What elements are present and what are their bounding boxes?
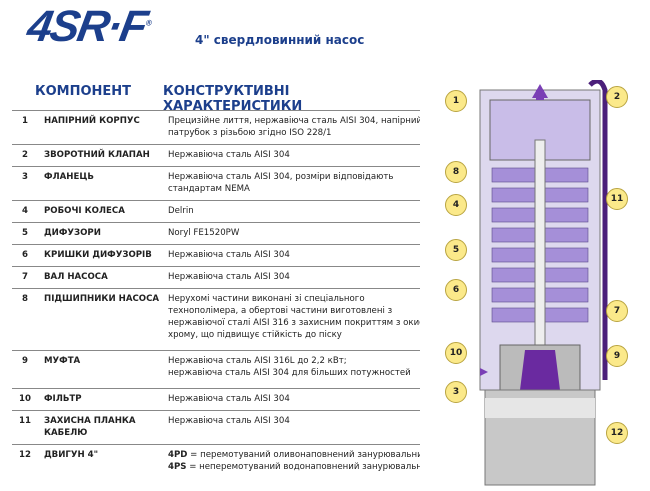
callout-5: 5 — [445, 239, 467, 261]
row-number: 12 — [19, 450, 31, 460]
spec-panel: 4SR·F® 4" свердловинний насос КОМПОНЕНТ … — [12, 2, 420, 478]
row-number: 2 — [22, 150, 28, 160]
table-row: 4 РОБОЧІ КОЛЕСА Delrin — [12, 200, 420, 222]
description-line: 4PD = перемотуваний оливонаповнений зану… — [168, 450, 420, 460]
component-description: Нержавіюча сталь AISI 304 — [168, 393, 420, 405]
header-component: КОМПОНЕНТ — [35, 84, 132, 99]
component-name: КРИШКИ ДИФУЗОРІВ — [44, 250, 152, 260]
pump-cutaway-illustration — [479, 78, 608, 486]
component-name: МУФТА — [44, 356, 81, 366]
table-row: 6 КРИШКИ ДИФУЗОРІВ Нержавіюча сталь AISI… — [12, 244, 420, 266]
description-line: Нержавіюча сталь AISI 304, розміри відпо… — [168, 172, 394, 182]
row-number: 7 — [22, 272, 28, 282]
callout-6: 6 — [445, 279, 467, 301]
component-description: Нержавіюча сталь AISI 316L до 2,2 кВт; не… — [168, 355, 420, 379]
description-line: Нержавіюча сталь AISI 316L до 2,2 кВт; — [168, 356, 347, 366]
component-name: ВАЛ НАСОСА — [44, 272, 108, 282]
component-name: ПІДШИПНИКИ НАСОСА — [44, 294, 160, 304]
component-description: Нержавіюча сталь AISI 304 — [168, 415, 420, 439]
row-number: 10 — [19, 394, 31, 404]
table-row: 7 ВАЛ НАСОСА Нержавіюча сталь AISI 304 — [12, 266, 420, 288]
component-name: ФІЛЬТР — [44, 394, 82, 404]
row-number: 3 — [22, 172, 28, 182]
callout-10: 10 — [445, 342, 467, 364]
table-row: 1 НАПІРНИЙ КОРПУС Прецизійне лиття, нерж… — [12, 110, 420, 144]
description-line: нержавіюча сталь AISI 304 для більших по… — [168, 368, 411, 378]
callout-4: 4 — [445, 194, 467, 216]
component-name: ЗВОРОТНИЙ КЛАПАН — [44, 150, 150, 160]
description-line: Нержавіюча сталь AISI 304 — [168, 150, 290, 160]
row-number: 5 — [22, 228, 28, 238]
callout-8: 8 — [445, 161, 467, 183]
table-row: 10 ФІЛЬТР Нержавіюча сталь AISI 304 — [12, 388, 420, 410]
description-line: хрому, що підвищує стійкість до піску — [168, 330, 342, 340]
components-table: 1 НАПІРНИЙ КОРПУС Прецизійне лиття, нерж… — [12, 110, 420, 478]
description-line: патрубок з різьбою згідно ISO 228/1 — [168, 128, 332, 138]
callout-11: 11 — [606, 188, 628, 210]
callout-3: 3 — [445, 381, 467, 403]
table-row: 2 ЗВОРОТНИЙ КЛАПАН Нержавіюча сталь AISI… — [12, 144, 420, 166]
pump-diagram: 1 2 8 11 4 5 6 7 10 9 3 12 — [440, 78, 650, 487]
table-row: 11 ЗАХИСНА ПЛАНКА КАБЕЛЮ Нержавіюча стал… — [12, 410, 420, 444]
component-name: РОБОЧІ КОЛЕСА — [44, 206, 125, 216]
description-line: Нерухомі частини виконані зі спеціальног… — [168, 294, 365, 304]
description-line: технополімера, а обертові частини вигото… — [168, 306, 393, 316]
component-name: ЗАХИСНА ПЛАНКА КАБЕЛЮ — [44, 416, 136, 438]
component-description: Нержавіюча сталь AISI 304 — [168, 271, 420, 283]
description-line: Нержавіюча сталь AISI 304 — [168, 250, 290, 260]
callout-12: 12 — [606, 422, 628, 444]
description-line: Delrin — [168, 206, 194, 216]
callout-9: 9 — [606, 345, 628, 367]
table-row: 8 ПІДШИПНИКИ НАСОСА Нерухомі частини вик… — [12, 288, 420, 350]
row-number: 8 — [22, 294, 28, 304]
row-number: 6 — [22, 250, 28, 260]
component-description: Нержавіюча сталь AISI 304 — [168, 149, 420, 161]
description-line: Нержавіюча сталь AISI 304 — [168, 272, 290, 282]
table-row: 12 ДВИГУН 4" 4PD = перемотуваний оливона… — [12, 444, 420, 478]
callout-1: 1 — [445, 90, 467, 112]
table-row: 9 МУФТА Нержавіюча сталь AISI 316L до 2,… — [12, 350, 420, 388]
description-line: стандартам NEMA — [168, 184, 250, 194]
callout-7: 7 — [606, 300, 628, 322]
description-line: Прецизійне лиття, нержавіюча сталь AISI … — [168, 116, 420, 126]
table-row: 3 ФЛАНЕЦЬ Нержавіюча сталь AISI 304, роз… — [12, 166, 420, 200]
component-description: Нержавіюча сталь AISI 304 — [168, 249, 420, 261]
component-description: Нержавіюча сталь AISI 304, розміри відпо… — [168, 171, 420, 195]
page-subtitle: 4" свердловинний насос — [195, 33, 365, 47]
component-name: ДИФУЗОРИ — [44, 228, 101, 238]
component-description: Delrin — [168, 205, 420, 217]
component-description: Noryl FE1520PW — [168, 227, 420, 239]
component-name: ФЛАНЕЦЬ — [44, 172, 94, 182]
table-row: 5 ДИФУЗОРИ Noryl FE1520PW — [12, 222, 420, 244]
row-number: 1 — [22, 116, 28, 126]
row-number: 4 — [22, 206, 28, 216]
description-line: Нержавіюча сталь AISI 304 — [168, 416, 290, 426]
description-line: нержавіючої сталі AISI 316 з захисним по… — [168, 318, 420, 328]
component-description: Нерухомі частини виконані зі спеціальног… — [168, 293, 420, 341]
description-line: Нержавіюча сталь AISI 304 — [168, 394, 290, 404]
component-name: НАПІРНИЙ КОРПУС — [44, 116, 140, 126]
logo: 4SR·F® — [23, 2, 151, 51]
callout-2: 2 — [606, 86, 628, 108]
row-number: 9 — [22, 356, 28, 366]
component-description: Прецизійне лиття, нержавіюча сталь AISI … — [168, 115, 420, 139]
component-description: 4PD = перемотуваний оливонаповнений зану… — [168, 449, 420, 473]
row-number: 11 — [19, 416, 31, 426]
description-line: Noryl FE1520PW — [168, 228, 240, 238]
component-name: ДВИГУН 4" — [44, 450, 99, 460]
description-line: 4PS = неперемотуваний водонаповнений зан… — [168, 462, 420, 472]
